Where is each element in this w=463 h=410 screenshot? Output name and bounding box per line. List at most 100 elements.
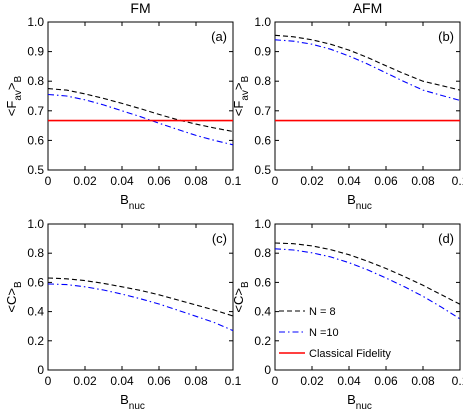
x-tick-label: 0.06: [147, 174, 171, 188]
y-axis-label-main: <C>: [4, 288, 19, 313]
y-axis-label-tail-sub: B: [13, 75, 24, 82]
y-axis-label-sub: av: [13, 90, 24, 101]
x-axis-label-main: B: [347, 392, 356, 407]
y-tick-label: 1.0: [254, 217, 271, 231]
y-tick-label: 0.6: [254, 275, 271, 289]
series-line: [274, 248, 461, 320]
panel-label: (c): [212, 231, 227, 246]
subplot-a: 0 0.02 0.04 0.06 0.08 0.1 0.5 0.6 0.7 0.8 0.9 1.0 (a…: [4, 0, 242, 212]
x-axis-label-sub: nuc: [129, 201, 145, 212]
y-tick-label: 1.0: [254, 15, 271, 29]
x-axis-label: Bnuc: [120, 192, 145, 212]
x-axis-label-sub: nuc: [356, 401, 372, 410]
y-tick-label: 0.8: [254, 246, 271, 260]
y-tick-label: 0: [264, 363, 271, 377]
y-tick-label: 0.8: [254, 74, 271, 88]
panel-label: (a): [211, 29, 227, 44]
x-axis-label: Bnuc: [347, 192, 372, 212]
series-line: [47, 93, 234, 146]
series-line: [47, 88, 234, 133]
x-tick-label: 0.02: [73, 374, 97, 388]
series-line: [47, 283, 234, 332]
x-tick-label: 0.04: [110, 174, 134, 188]
x-tick-label: 0.1: [225, 174, 242, 188]
x-tick-label: 0.06: [374, 174, 398, 188]
y-tick-label: 0.9: [254, 45, 271, 59]
panel-label: (b): [438, 29, 454, 44]
y-axis-label-tail: >: [4, 82, 19, 90]
x-tick-label: 0.04: [337, 174, 361, 188]
y-tick-label: 0.2: [254, 334, 271, 348]
subplot-d: 0 0.02 0.04 0.06 0.08 0.1 0 0.2 0.4 0.6 0.8 1.0 (d) B…: [231, 217, 463, 410]
y-axis-label-tail: >: [231, 82, 246, 90]
y-tick-label: 0.9: [27, 45, 44, 59]
y-tick-label: 0.6: [27, 133, 44, 147]
y-tick-label: 0.8: [27, 74, 44, 88]
x-tick-label: 0.1: [452, 374, 463, 388]
y-tick-label: 0.8: [27, 246, 44, 260]
y-axis-label: <Fav>B: [231, 75, 251, 116]
y-axis-label-sub: av: [240, 90, 251, 101]
subplot-b: 0 0.02 0.04 0.06 0.08 0.1 0.5 0.6 0.7 0.8 0.9 1.0 (b…: [231, 0, 463, 212]
axes-frame: [274, 21, 461, 171]
x-tick-label: 0.08: [184, 374, 208, 388]
x-tick-label: 0.08: [411, 374, 435, 388]
y-axis-label: <C>B: [4, 281, 24, 313]
x-tick-label: 0.04: [337, 374, 361, 388]
x-tick-label: 0.02: [300, 174, 324, 188]
y-axis-label-tail-sub: B: [240, 75, 251, 82]
x-tick-label: 0.04: [110, 374, 134, 388]
x-tick-label: 0.06: [147, 374, 171, 388]
panel-title: FM: [130, 0, 150, 16]
x-axis-label-main: B: [120, 192, 129, 207]
x-axis-label: Bnuc: [347, 392, 372, 410]
x-tick-label: 0.06: [374, 374, 398, 388]
y-axis-label: <C>B: [231, 281, 251, 313]
x-axis-label-sub: nuc: [129, 401, 145, 410]
y-tick-label: 1.0: [27, 217, 44, 231]
y-tick-label: 0.6: [27, 275, 44, 289]
series-line: [274, 34, 461, 91]
legend-label: N =10: [309, 327, 339, 339]
y-axis-label-main: <F: [231, 101, 246, 117]
series-line: [274, 39, 461, 101]
x-tick-label: 0.08: [411, 174, 435, 188]
x-axis-label: Bnuc: [120, 392, 145, 410]
y-axis-label-sub: B: [13, 281, 24, 288]
x-tick-label: 0.08: [184, 174, 208, 188]
x-axis-label-main: B: [347, 192, 356, 207]
y-axis-label-main: <C>: [231, 288, 246, 313]
y-tick-label: 0.5: [254, 163, 271, 177]
y-tick-label: 1.0: [27, 15, 44, 29]
x-tick-label: 0.02: [73, 174, 97, 188]
x-tick-label: 0.1: [452, 174, 463, 188]
legend: N = 8 N =10 Classical Fidelity: [279, 306, 391, 360]
x-tick-label: 0.02: [300, 374, 324, 388]
axes-frame: [47, 223, 234, 371]
y-tick-label: 0.7: [27, 104, 44, 118]
x-axis-label-main: B: [120, 392, 129, 407]
axes-frame: [47, 21, 234, 171]
subplot-c: 0 0.02 0.04 0.06 0.08 0.1 0 0.2 0.4 0.6 0.8 1.0 (c) B…: [4, 217, 242, 410]
y-axis-label: <Fav>B: [4, 75, 24, 116]
legend-label: N = 8: [309, 306, 336, 318]
y-tick-label: 0.7: [254, 104, 271, 118]
y-tick-label: 0.4: [254, 305, 271, 319]
panel-label: (d): [438, 231, 454, 246]
y-tick-label: 0: [37, 363, 44, 377]
x-tick-label: 0: [272, 174, 279, 188]
y-axis-label-sub: B: [240, 281, 251, 288]
legend-label: Classical Fidelity: [309, 348, 391, 360]
axes-frame: [274, 223, 461, 371]
y-tick-label: 0.6: [254, 133, 271, 147]
y-tick-label: 0.2: [27, 334, 44, 348]
x-tick-label: 0: [272, 374, 279, 388]
x-axis-label-sub: nuc: [356, 201, 372, 212]
x-tick-label: 0: [45, 374, 52, 388]
series-line: [47, 277, 234, 317]
series-line: [274, 242, 461, 305]
y-tick-label: 0.5: [27, 163, 44, 177]
y-tick-label: 0.4: [27, 305, 44, 319]
x-tick-label: 0: [45, 174, 52, 188]
